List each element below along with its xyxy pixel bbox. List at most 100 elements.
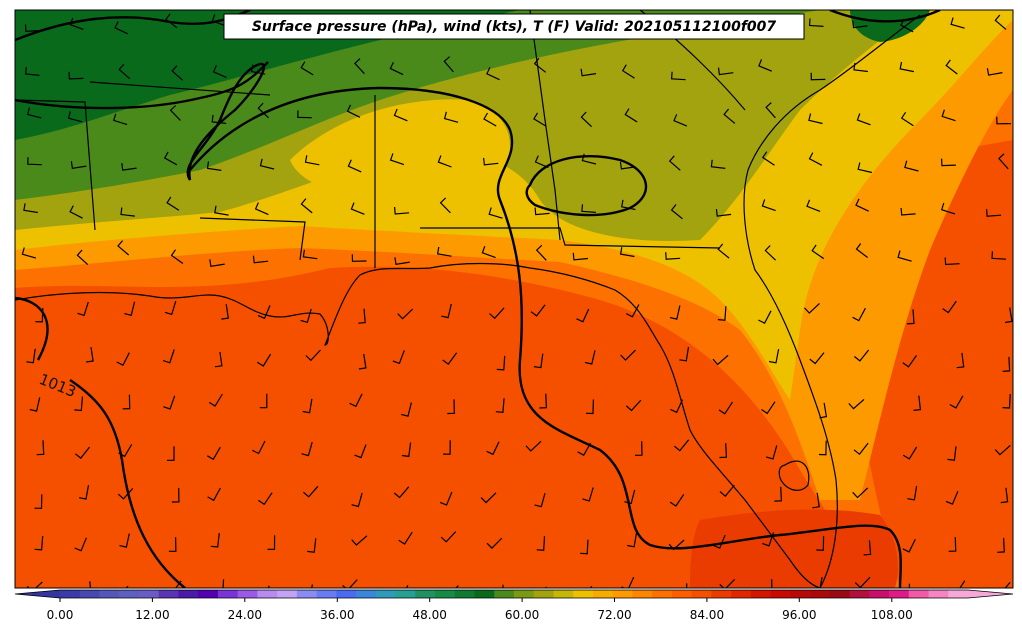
colorbar-tick-label: 24.00 — [228, 608, 262, 622]
colorbar-swatch — [415, 590, 436, 598]
wind-barb — [533, 112, 547, 127]
wind-barb — [221, 304, 229, 320]
wind-barb — [300, 61, 314, 76]
wind-barb — [855, 198, 869, 212]
wind-barb — [809, 352, 825, 365]
colorbar-swatch — [869, 590, 890, 598]
wind-barb — [536, 536, 546, 551]
wind-barb — [163, 151, 178, 166]
colorbar-swatch — [316, 590, 337, 598]
temperature-fill — [15, 10, 1013, 588]
wind-barbs — [21, 13, 1013, 588]
wind-barb — [897, 250, 912, 262]
wind-barb — [394, 257, 410, 265]
wind-barb — [619, 247, 635, 258]
wind-barb — [267, 535, 276, 551]
wind-barb — [68, 71, 84, 80]
colorbar-swatch — [908, 590, 930, 598]
wind-barb — [211, 14, 226, 27]
wind-barb — [670, 204, 683, 220]
wind-barb — [581, 204, 596, 213]
wind-barb — [168, 537, 177, 552]
wind-barb — [900, 207, 916, 216]
wind-barb — [300, 198, 313, 214]
wind-barb — [34, 494, 43, 509]
wind-barb — [21, 247, 37, 259]
wind-barb — [481, 245, 496, 259]
colorbar-tick-label: 108.00 — [871, 608, 913, 622]
colorbar-tick-label: 0.00 — [47, 608, 74, 622]
wind-barb — [29, 397, 41, 412]
wind-barb — [819, 402, 828, 419]
wind-barb — [26, 348, 36, 364]
colorbar-swatch — [257, 590, 278, 598]
wind-barb — [166, 580, 182, 588]
wind-barb — [163, 395, 176, 410]
wind-barb — [258, 492, 273, 506]
wind-barb — [585, 399, 594, 415]
colorbar-extend-min — [15, 590, 60, 598]
colorbar-swatch — [138, 590, 160, 598]
wind-barb — [950, 17, 965, 29]
wind-barb — [674, 439, 690, 452]
wind-barb — [959, 580, 966, 588]
wind-barb — [904, 160, 919, 172]
wind-barb — [207, 487, 221, 502]
wind-barb — [70, 161, 87, 169]
colorbar-swatch — [592, 590, 614, 598]
wind-barb — [619, 161, 636, 170]
wind-barb — [621, 199, 636, 211]
wind-barb — [342, 579, 358, 588]
geographic-boundaries — [15, 10, 921, 588]
wind-barb — [495, 398, 505, 413]
wind-barb — [439, 491, 453, 506]
wind-barb — [533, 353, 544, 369]
wind-barb — [307, 538, 317, 553]
wind-barb — [349, 393, 363, 408]
wind-barb — [670, 71, 686, 81]
wind-barb — [669, 305, 681, 320]
wind-barb — [437, 155, 452, 168]
wind-barb — [254, 202, 269, 216]
wind-barb — [947, 446, 957, 461]
wind-barb — [394, 206, 410, 215]
wind-barb — [442, 352, 458, 365]
wind-barb — [986, 209, 1002, 217]
wind-barb — [347, 159, 362, 173]
wind-barb — [26, 107, 42, 119]
wind-barb — [389, 153, 405, 166]
wind-barb — [577, 442, 592, 457]
temp-region-dark-green — [15, 10, 520, 140]
colorbar-swatch — [217, 590, 239, 598]
wind-barb — [854, 349, 870, 362]
wind-barb — [211, 114, 227, 124]
colorbar-swatch — [632, 590, 653, 598]
wind-barb — [624, 108, 638, 123]
map-panel — [15, 10, 1013, 588]
wind-barb — [668, 155, 681, 171]
wind-barb — [209, 259, 225, 267]
wind-barb — [447, 399, 455, 415]
wind-barb — [812, 492, 820, 509]
wind-barb — [576, 308, 590, 323]
wind-barb — [627, 532, 638, 548]
wind-barb — [120, 207, 135, 217]
wind-barb — [679, 346, 690, 362]
wind-barb — [907, 485, 918, 501]
wind-barb — [206, 446, 221, 461]
wind-barb — [170, 249, 184, 264]
wind-barb — [171, 65, 184, 81]
wind-barb — [906, 309, 915, 325]
wind-barb — [621, 64, 635, 79]
wind-barb — [74, 446, 90, 459]
wind-barb — [483, 157, 499, 166]
wind-barb — [854, 576, 871, 588]
wind-barb — [848, 398, 865, 410]
colorbar-swatch — [612, 590, 634, 598]
wind-barb — [439, 197, 451, 214]
colorbar-swatch — [533, 590, 555, 598]
wind-barb — [816, 536, 825, 551]
wind-barb — [712, 354, 729, 366]
wind-barb — [899, 61, 915, 73]
